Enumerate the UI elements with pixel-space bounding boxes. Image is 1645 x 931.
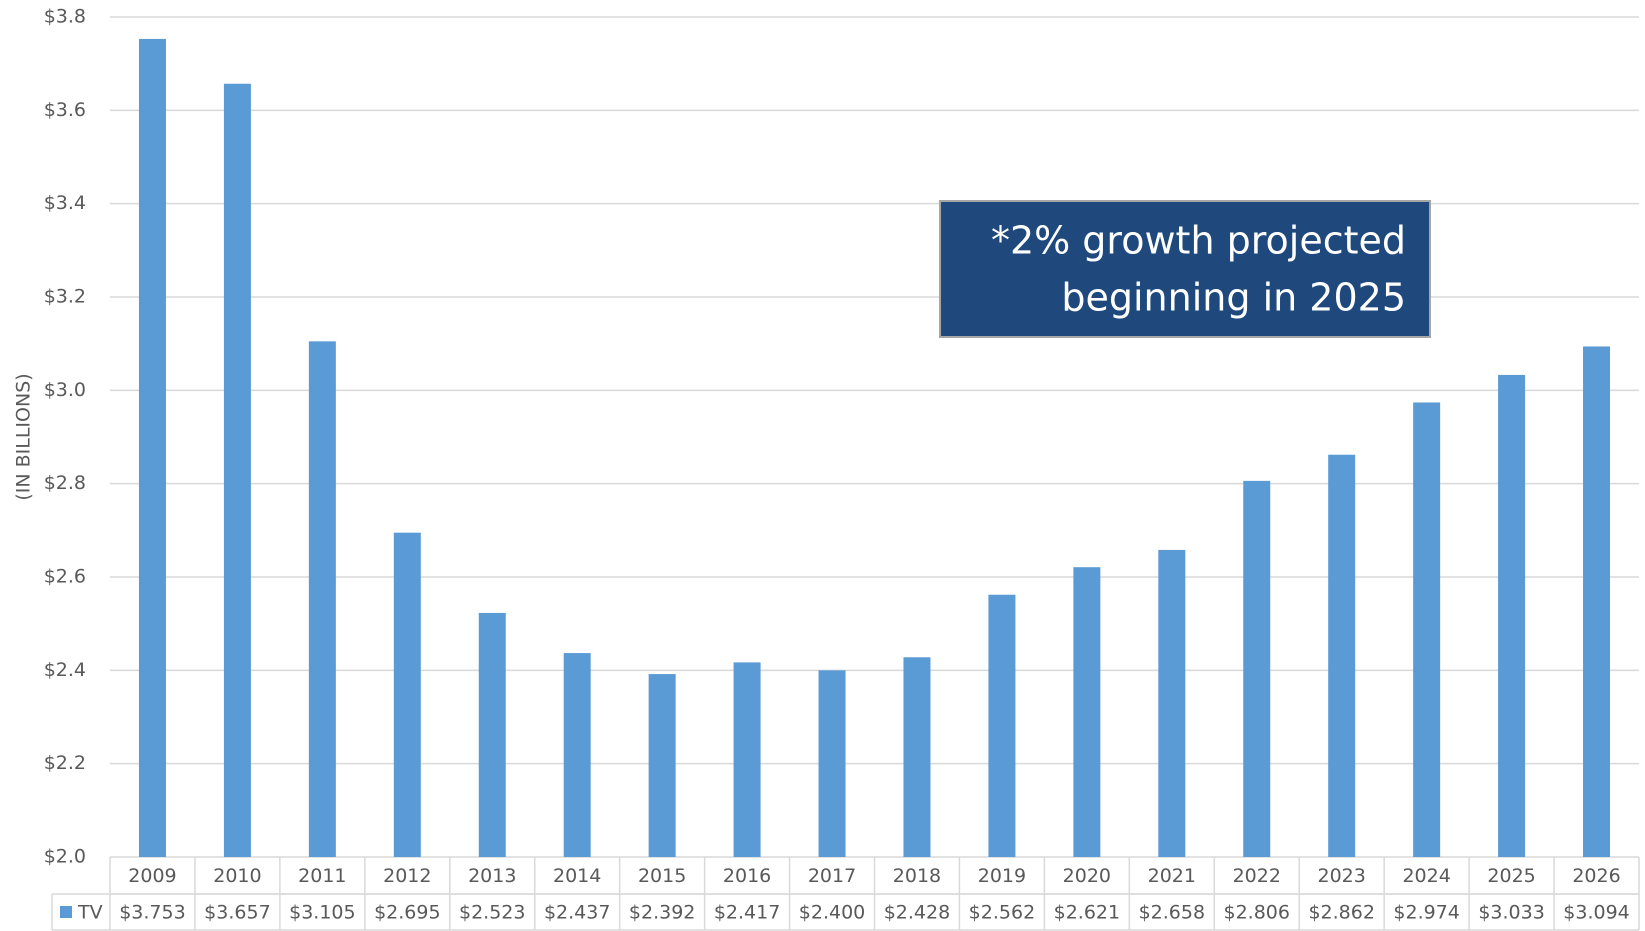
legend-label: TV — [77, 902, 103, 924]
data-table-value: $3.033 — [1478, 902, 1544, 924]
data-table-value: $3.753 — [119, 902, 185, 924]
data-table-value: $2.392 — [629, 902, 695, 924]
bar — [818, 670, 846, 857]
bar — [393, 532, 421, 857]
bar — [1158, 549, 1186, 857]
data-table-value: $2.400 — [799, 902, 865, 924]
data-table-value: $2.428 — [884, 902, 950, 924]
x-tick-label: 2014 — [553, 865, 601, 887]
bar — [563, 653, 591, 857]
bar — [1498, 374, 1526, 857]
y-tick-label: $2.2 — [44, 752, 86, 774]
data-table-value: $2.695 — [374, 902, 440, 924]
x-tick-label: 2022 — [1233, 865, 1281, 887]
data-table-value: $2.974 — [1393, 902, 1459, 924]
x-tick-label: 2013 — [468, 865, 516, 887]
x-tick-label: 2024 — [1402, 865, 1450, 887]
x-tick-label: 2025 — [1487, 865, 1535, 887]
data-table-value: $2.806 — [1224, 902, 1290, 924]
y-tick-label: $2.4 — [44, 659, 86, 681]
data-table-value: $2.523 — [459, 902, 525, 924]
x-tick-label: 2016 — [723, 865, 771, 887]
y-tick-label: $3.4 — [44, 192, 86, 214]
bar — [1328, 454, 1356, 857]
y-tick-label: $2.0 — [44, 846, 86, 868]
x-tick-label: 2012 — [383, 865, 431, 887]
annotation-text: *2% growth projected — [991, 219, 1406, 263]
data-table-value: $3.105 — [289, 902, 355, 924]
data-table-value: $2.658 — [1139, 902, 1205, 924]
data-table-value: $2.437 — [544, 902, 610, 924]
y-tick-label: $2.6 — [44, 566, 86, 588]
bar — [903, 657, 931, 857]
annotation-box — [939, 200, 1431, 338]
bar — [1583, 346, 1611, 857]
data-table-value: $2.417 — [714, 902, 780, 924]
data-table-value: $3.094 — [1563, 902, 1629, 924]
x-tick-label: 2011 — [298, 865, 346, 887]
x-tick-label: 2010 — [213, 865, 261, 887]
bar — [478, 612, 506, 857]
x-tick-label: 2017 — [808, 865, 856, 887]
x-tick-label: 2026 — [1572, 865, 1620, 887]
x-tick-label: 2023 — [1318, 865, 1366, 887]
bar — [1243, 480, 1271, 857]
x-tick-label: 2020 — [1063, 865, 1111, 887]
y-tick-label: $3.0 — [44, 379, 86, 401]
x-tick-label: 2009 — [128, 865, 176, 887]
bar — [308, 341, 336, 857]
bar — [1073, 567, 1101, 857]
legend-swatch — [60, 906, 72, 918]
x-tick-label: 2015 — [638, 865, 686, 887]
bar — [1413, 402, 1441, 857]
y-tick-label: $3.8 — [44, 6, 86, 28]
bar — [223, 83, 251, 857]
bar — [733, 662, 761, 857]
x-tick-label: 2018 — [893, 865, 941, 887]
data-table-value: $2.862 — [1308, 902, 1374, 924]
bar — [138, 38, 166, 857]
y-tick-label: $3.6 — [44, 99, 86, 121]
x-tick-label: 2019 — [978, 865, 1026, 887]
y-tick-label: $2.8 — [44, 472, 86, 494]
bar — [988, 594, 1016, 857]
data-table-value: $3.657 — [204, 902, 270, 924]
x-tick-label: 2021 — [1148, 865, 1196, 887]
data-table-value: $2.621 — [1054, 902, 1120, 924]
annotation-text: beginning in 2025 — [1061, 276, 1406, 320]
y-axis-label: (IN BILLIONS) — [13, 373, 35, 500]
data-table-value: $2.562 — [969, 902, 1035, 924]
bar — [648, 674, 676, 857]
y-tick-label: $3.2 — [44, 286, 86, 308]
